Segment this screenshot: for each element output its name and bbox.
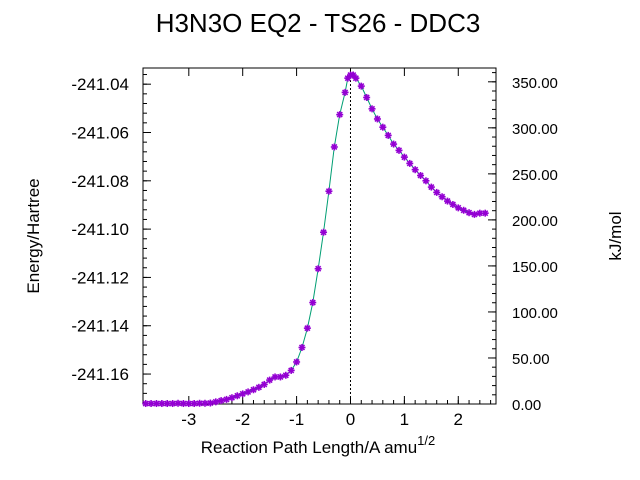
data-point [163, 400, 171, 408]
data-point [443, 197, 451, 205]
x-tick-label: -1 [289, 410, 304, 429]
chart-title: H3N3O EQ2 - TS26 - DDC3 [156, 8, 481, 38]
y2-tick-label: 150.00 [512, 259, 558, 276]
y-tick-label: -241.12 [71, 268, 129, 287]
data-point [433, 188, 441, 196]
data-point [206, 399, 214, 407]
data-point [395, 146, 403, 154]
data-point [379, 123, 387, 131]
y-tick-label: -241.06 [71, 123, 129, 142]
y-tick-label: -241.10 [71, 220, 129, 239]
y-axis-label: Energy/Hartree [24, 178, 43, 293]
y2-tick-label: 250.00 [512, 167, 558, 184]
x-tick-label: 0 [346, 410, 355, 429]
data-point [470, 210, 478, 218]
y2-tick-label: 350.00 [512, 75, 558, 92]
data-point [320, 228, 328, 236]
data-point [406, 159, 414, 167]
data-point [384, 131, 392, 139]
y-axis-right: 0.00 50.00 100.00 150.00 200.00 250.00 300.00 3… [488, 72, 558, 414]
data-point [336, 111, 344, 119]
plot-frame [142, 67, 497, 405]
data-point [357, 82, 365, 90]
data-point [271, 373, 279, 381]
data-point [400, 153, 408, 161]
series-layer [142, 68, 489, 408]
y-axis-left: -241.04 -241.06 -241.08 -241.10 -241.12 -241.… [71, 74, 151, 404]
x-tick-label: 1 [400, 410, 409, 429]
data-point [217, 397, 225, 405]
data-point [438, 193, 446, 201]
data-point [368, 105, 376, 113]
data-point [481, 209, 489, 217]
data-point [411, 166, 419, 174]
data-point [249, 386, 257, 394]
y2-axis-label: kJ/mol [606, 211, 625, 260]
data-point [454, 204, 462, 212]
data-point [325, 187, 333, 195]
data-point [330, 143, 338, 151]
y-tick-label: -241.14 [71, 317, 129, 336]
data-point [465, 209, 473, 217]
x-tick-label: -2 [235, 410, 250, 429]
data-point [287, 366, 295, 374]
series-line [145, 74, 486, 404]
data-point [174, 399, 182, 407]
data-point [276, 373, 284, 381]
data-point [352, 74, 360, 82]
data-point [390, 140, 398, 148]
data-point [293, 358, 301, 366]
data-point [373, 115, 381, 123]
data-point [363, 93, 371, 101]
y-tick-label: -241.04 [71, 75, 129, 94]
y2-tick-label: 0.00 [512, 397, 541, 414]
data-point [476, 209, 484, 217]
data-point [303, 324, 311, 332]
y2-tick-label: 50.00 [512, 351, 550, 368]
data-point [449, 200, 457, 208]
y-tick-label: -241.08 [71, 172, 129, 191]
data-point [417, 171, 425, 179]
data-point [422, 177, 430, 185]
data-point [460, 206, 468, 214]
data-point [298, 343, 306, 351]
x-axis: -3 -2 -1 0 1 2 [145, 68, 492, 429]
data-point [244, 388, 252, 396]
data-point [223, 395, 231, 403]
data-point [427, 183, 435, 191]
data-point [282, 371, 290, 379]
data-point [341, 88, 349, 96]
data-point [212, 398, 220, 406]
data-point [255, 383, 263, 391]
data-point [266, 376, 274, 384]
data-point [260, 380, 268, 388]
y2-tick-label: 300.00 [512, 121, 558, 138]
x-axis-label: Reaction Path Length/A amu1/2 [201, 433, 436, 457]
x-tick-label: 2 [454, 410, 463, 429]
data-point [228, 394, 236, 402]
data-point [314, 265, 322, 273]
y2-tick-label: 200.00 [512, 213, 558, 230]
data-point [309, 299, 317, 307]
y2-tick-label: 100.00 [512, 305, 558, 322]
x-tick-label: -3 [181, 410, 196, 429]
y-tick-label: -241.16 [71, 365, 129, 384]
